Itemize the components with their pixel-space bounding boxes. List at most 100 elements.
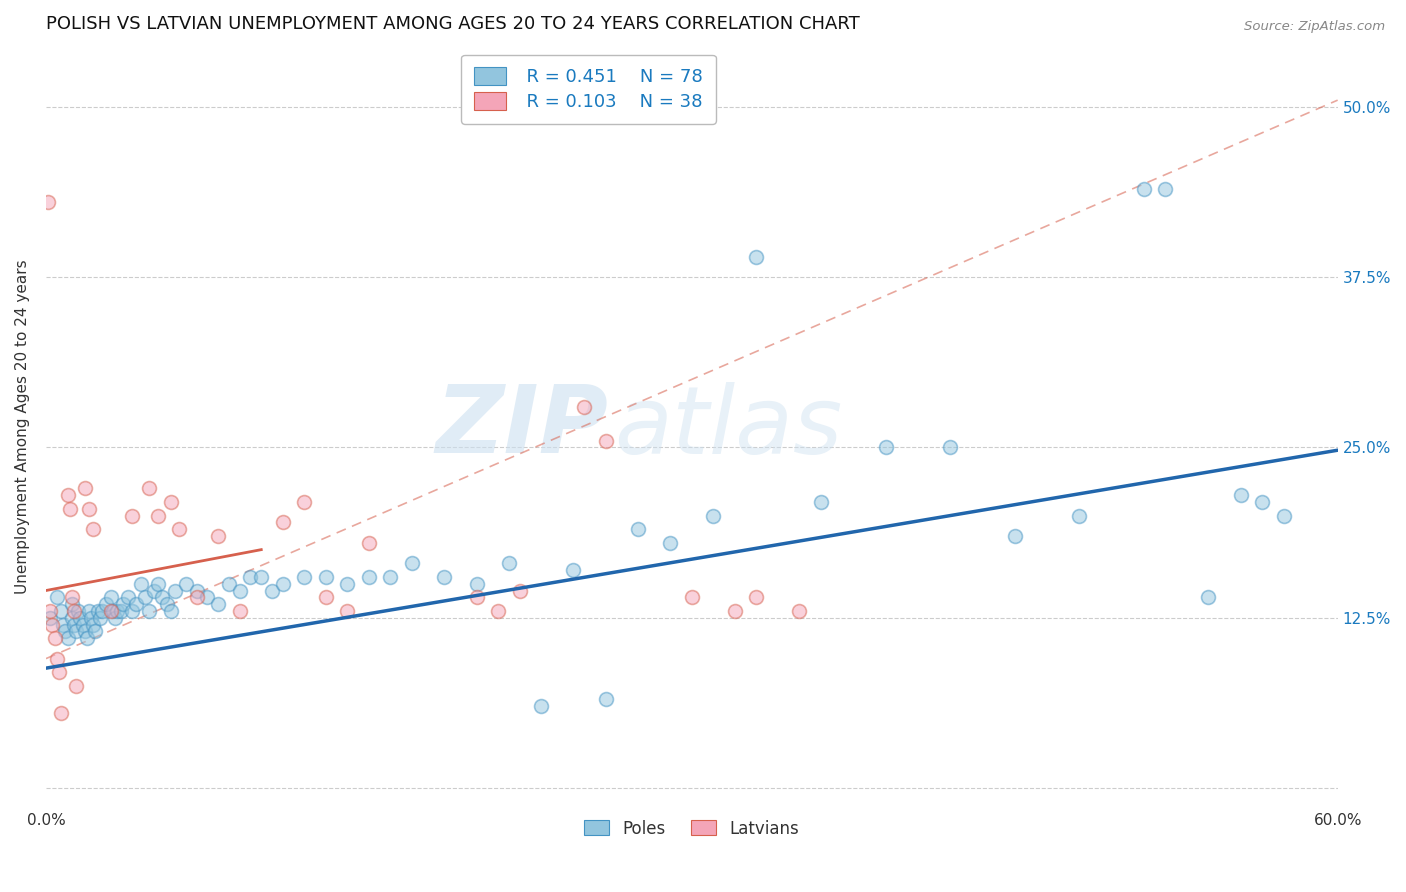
Point	[82, 617, 104, 632]
Point	[789, 604, 811, 618]
Point	[150, 591, 173, 605]
Point	[1154, 182, 1177, 196]
Point	[530, 699, 553, 714]
Point	[73, 481, 96, 495]
Point	[134, 591, 156, 605]
Point	[110, 604, 132, 618]
Point	[174, 576, 197, 591]
Point	[89, 611, 111, 625]
Point	[76, 631, 98, 645]
Point	[100, 591, 122, 605]
Point	[41, 617, 63, 632]
Point	[60, 597, 83, 611]
Point	[271, 516, 294, 530]
Point	[401, 556, 423, 570]
Point	[77, 604, 100, 618]
Point	[45, 591, 67, 605]
Point	[146, 576, 169, 591]
Point	[69, 611, 91, 625]
Point	[681, 591, 703, 605]
Point	[1198, 591, 1220, 605]
Point	[595, 692, 617, 706]
Point	[56, 631, 79, 645]
Point	[138, 481, 160, 495]
Point	[146, 508, 169, 523]
Point	[129, 576, 152, 591]
Point	[48, 665, 70, 680]
Point	[60, 591, 83, 605]
Point	[939, 441, 962, 455]
Point	[228, 583, 250, 598]
Point	[105, 604, 128, 618]
Point	[80, 611, 103, 625]
Point	[37, 195, 59, 210]
Point	[73, 624, 96, 639]
Y-axis label: Unemployment Among Ages 20 to 24 years: Unemployment Among Ages 20 to 24 years	[15, 260, 30, 594]
Point	[72, 617, 94, 632]
Point	[1251, 495, 1274, 509]
Point	[165, 583, 187, 598]
Point	[875, 441, 897, 455]
Point	[160, 604, 183, 618]
Point	[250, 570, 273, 584]
Point	[1004, 529, 1026, 543]
Point	[271, 576, 294, 591]
Point	[104, 611, 127, 625]
Point	[160, 495, 183, 509]
Point	[724, 604, 747, 618]
Point	[572, 400, 595, 414]
Point	[138, 604, 160, 618]
Point	[49, 706, 72, 720]
Point	[1229, 488, 1251, 502]
Point	[84, 624, 107, 639]
Point	[101, 604, 124, 618]
Point	[65, 679, 87, 693]
Point	[60, 611, 83, 625]
Point	[59, 501, 82, 516]
Point	[125, 597, 148, 611]
Point	[186, 591, 208, 605]
Point	[1272, 508, 1295, 523]
Point	[186, 583, 208, 598]
Point	[117, 591, 139, 605]
Point	[53, 624, 76, 639]
Point	[49, 604, 72, 618]
Point	[121, 604, 143, 618]
Point	[745, 591, 768, 605]
Point	[380, 570, 402, 584]
Point	[509, 583, 531, 598]
Point	[112, 597, 135, 611]
Point	[96, 597, 118, 611]
Point	[292, 570, 315, 584]
Point	[292, 495, 315, 509]
Point	[357, 536, 380, 550]
Point	[86, 604, 108, 618]
Point	[45, 651, 67, 665]
Point	[52, 617, 75, 632]
Point	[82, 522, 104, 536]
Point	[595, 434, 617, 448]
Point	[197, 591, 219, 605]
Point	[228, 604, 250, 618]
Point	[39, 604, 62, 618]
Text: ZIP: ZIP	[434, 381, 607, 473]
Point	[169, 522, 191, 536]
Point	[91, 604, 114, 618]
Point	[465, 576, 488, 591]
Point	[1133, 182, 1156, 196]
Point	[1069, 508, 1091, 523]
Point	[142, 583, 165, 598]
Point	[218, 576, 240, 591]
Point	[100, 604, 122, 618]
Legend: Poles, Latvians: Poles, Latvians	[576, 811, 807, 846]
Point	[207, 597, 229, 611]
Text: POLISH VS LATVIAN UNEMPLOYMENT AMONG AGES 20 TO 24 YEARS CORRELATION CHART: POLISH VS LATVIAN UNEMPLOYMENT AMONG AGE…	[46, 15, 859, 33]
Point	[745, 250, 768, 264]
Point	[315, 570, 337, 584]
Point	[659, 536, 682, 550]
Point	[39, 611, 62, 625]
Point	[239, 570, 262, 584]
Point	[44, 631, 66, 645]
Point	[63, 604, 86, 618]
Point	[433, 570, 456, 584]
